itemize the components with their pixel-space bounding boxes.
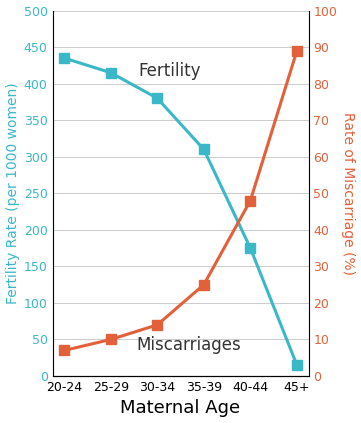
Text: Fertility: Fertility (139, 62, 201, 80)
Y-axis label: Fertility Rate (per 1000 women): Fertility Rate (per 1000 women) (5, 82, 19, 304)
Y-axis label: Rate of Miscarriage (%): Rate of Miscarriage (%) (342, 112, 356, 275)
Text: Miscarriages: Miscarriages (136, 336, 241, 354)
X-axis label: Maternal Age: Maternal Age (121, 399, 241, 418)
